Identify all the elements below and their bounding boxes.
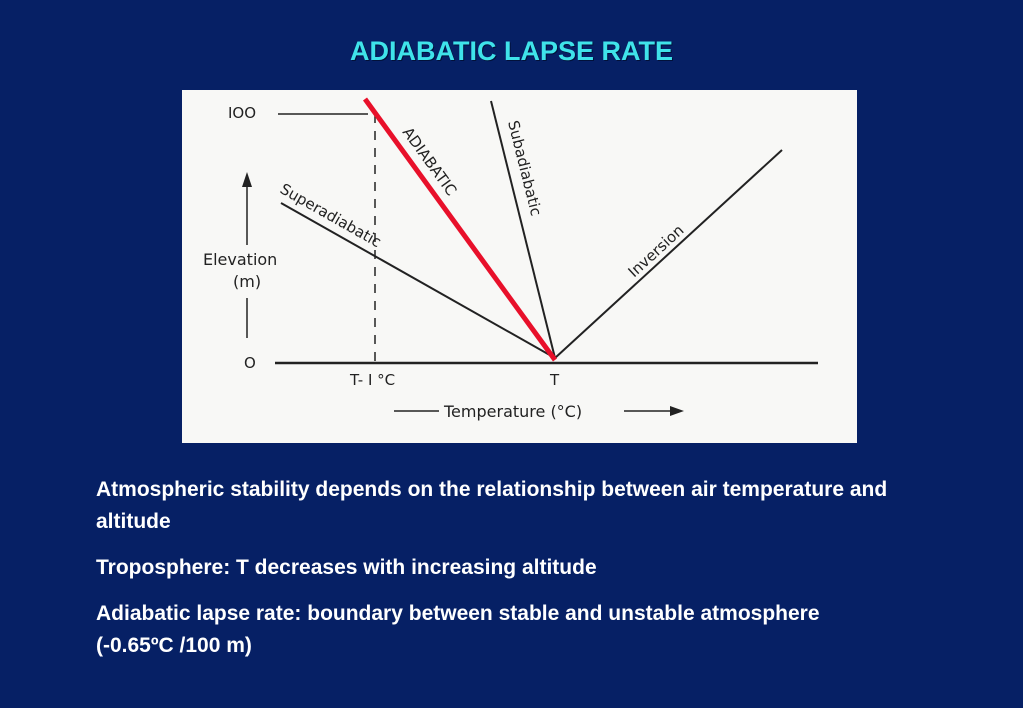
superadiabatic-line (280, 202, 556, 359)
y-zero-label: O (244, 354, 256, 372)
temperature-arrow-icon (670, 406, 684, 416)
bullet-list: Atmospheric stability depends on the rel… (96, 474, 896, 676)
adiabatic-line (362, 97, 558, 362)
y-axis-label-line1: Elevation (203, 250, 277, 269)
x-tick-t-label: T (549, 371, 560, 389)
superadiabatic-label: Superadiabatic (277, 180, 384, 251)
inversion-line (554, 149, 783, 359)
slide-title: ADIABATIC LAPSE RATE (350, 36, 673, 66)
subadiabatic-label: Subadiabatic (504, 119, 545, 218)
x-tick-left-label: T- I °C (349, 371, 395, 389)
bullet-item: Atmospheric stability depends on the rel… (96, 478, 888, 533)
lapse-rate-diagram: IOO O Elevation (m) T- I °C T Temperatur… (182, 90, 857, 443)
diagram-svg: IOO O Elevation (m) T- I °C T Temperatur… (203, 97, 818, 421)
y-top-label: IOO (228, 104, 256, 122)
x-axis-label: Temperature (°C) (443, 402, 582, 421)
elevation-arrow-icon (242, 172, 252, 187)
bullet-item: Troposphere: T decreases with increasing… (96, 556, 597, 579)
bullet-item: Adiabatic lapse rate: boundary between s… (96, 602, 820, 657)
y-axis-label-line2: (m) (233, 272, 261, 291)
subadiabatic-line (490, 100, 556, 359)
inversion-label: Inversion (625, 221, 688, 281)
